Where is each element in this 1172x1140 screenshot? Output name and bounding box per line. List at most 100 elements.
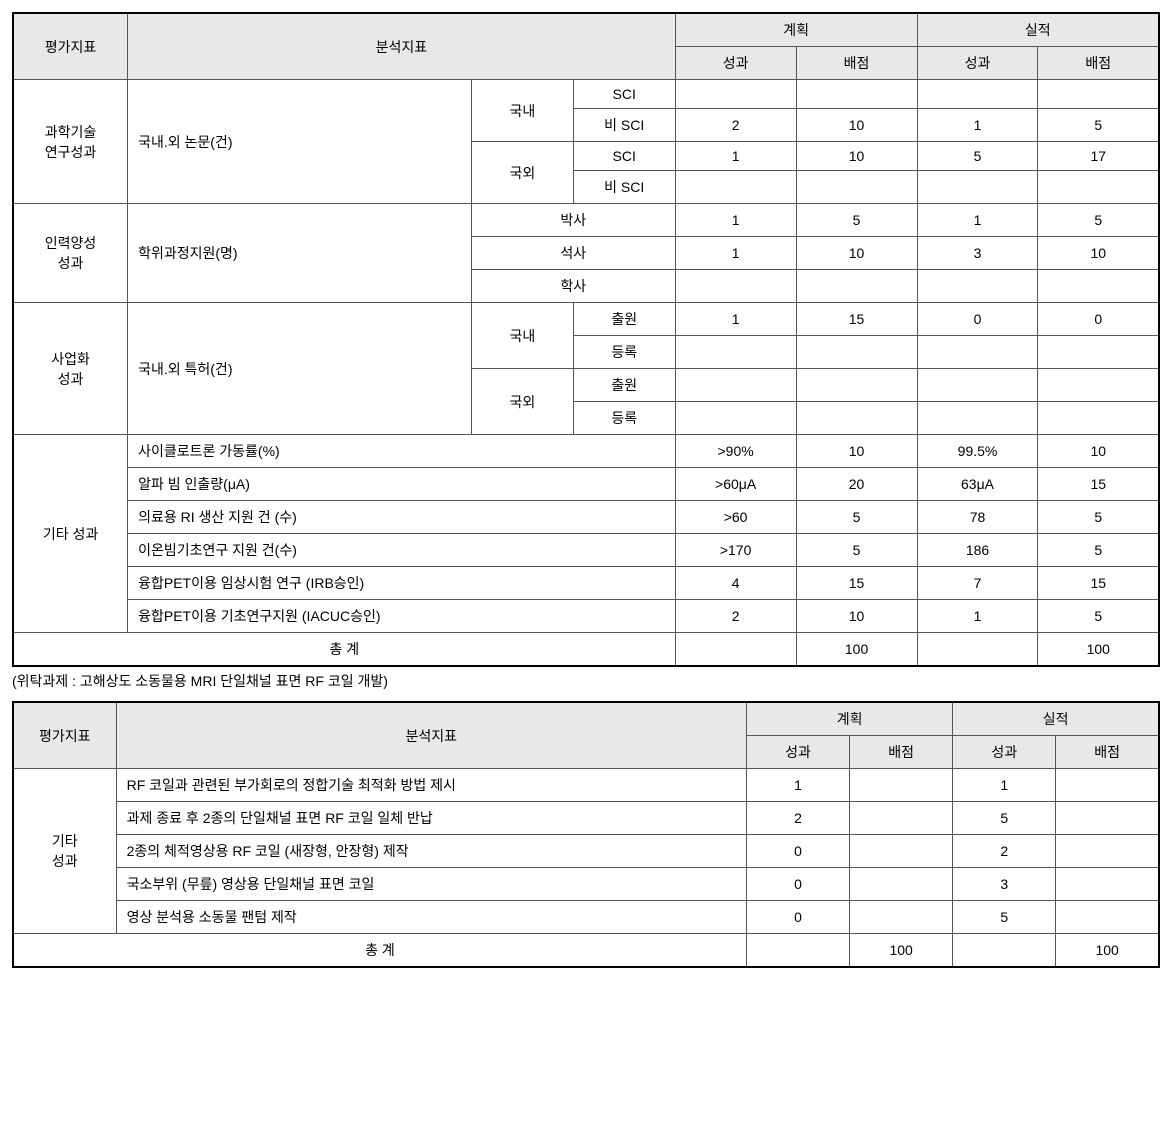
cell-value bbox=[850, 769, 953, 802]
cell-value bbox=[675, 171, 796, 204]
cell-value: 2 bbox=[746, 802, 849, 835]
header-plan-score: 배점 bbox=[796, 47, 917, 80]
cell-value bbox=[675, 402, 796, 435]
cell-value: 100 bbox=[796, 633, 917, 667]
group1-label: 과학기술 연구성과 bbox=[13, 80, 128, 204]
cell-label: 영상 분석용 소동물 팬텀 제작 bbox=[116, 901, 746, 934]
header-actual-perf: 성과 bbox=[917, 47, 1038, 80]
header-actual: 실적 bbox=[917, 13, 1159, 47]
cell-value bbox=[1038, 171, 1159, 204]
header-actual-score: 배점 bbox=[1056, 736, 1159, 769]
cell-value: 15 bbox=[1038, 567, 1159, 600]
cell-value: 100 bbox=[1038, 633, 1159, 667]
total-row: 총 계 100 100 bbox=[13, 934, 1159, 968]
cell-value: 0 bbox=[746, 901, 849, 934]
cell-value: 2 bbox=[953, 835, 1056, 868]
cell-value bbox=[796, 402, 917, 435]
cell-value bbox=[1056, 769, 1159, 802]
cell-foreign: 국외 bbox=[471, 142, 573, 204]
cell-value bbox=[675, 369, 796, 402]
group2-analysis: 학위과정지원(명) bbox=[128, 204, 472, 303]
header-plan-score: 배점 bbox=[850, 736, 953, 769]
cell-value bbox=[1056, 868, 1159, 901]
table-row: 기타 성과 사이클로트론 가동률(%) >90% 10 99.5% 10 bbox=[13, 435, 1159, 468]
cell-value: >60μA bbox=[675, 468, 796, 501]
header-plan-perf: 성과 bbox=[675, 47, 796, 80]
cell-nonsci: 비 SCI bbox=[573, 109, 675, 142]
cell-register: 등록 bbox=[573, 402, 675, 435]
cell-value: 20 bbox=[796, 468, 917, 501]
cell-value bbox=[796, 369, 917, 402]
cell-value bbox=[796, 171, 917, 204]
table-row: 과학기술 연구성과 국내.외 논문(건) 국내 SCI bbox=[13, 80, 1159, 109]
cell-value: 15 bbox=[796, 303, 917, 336]
cell-value: 99.5% bbox=[917, 435, 1038, 468]
cell-sci: SCI bbox=[573, 142, 675, 171]
evaluation-table-2: 평가지표 분석지표 계획 실적 성과 배점 성과 배점 기타 성과 RF 코일과… bbox=[12, 701, 1160, 968]
cell-value bbox=[675, 633, 796, 667]
cell-label: 국소부위 (무릎) 영상용 단일채널 표면 코일 bbox=[116, 868, 746, 901]
cell-label: 알파 빔 인출량(μA) bbox=[128, 468, 676, 501]
cell-value: 10 bbox=[1038, 435, 1159, 468]
cell-value: 5 bbox=[796, 534, 917, 567]
header-plan-perf: 성과 bbox=[746, 736, 849, 769]
cell-value: 5 bbox=[953, 901, 1056, 934]
cell-value: 4 bbox=[675, 567, 796, 600]
cell-value: 78 bbox=[917, 501, 1038, 534]
cell-value: 1 bbox=[917, 109, 1038, 142]
total-row: 총 계 100 100 bbox=[13, 633, 1159, 667]
cell-value bbox=[1056, 901, 1159, 934]
cell-value: 10 bbox=[796, 109, 917, 142]
table-row: 이온빔기초연구 지원 건(수) >170 5 186 5 bbox=[13, 534, 1159, 567]
cell-value: 3 bbox=[917, 237, 1038, 270]
cell-domestic: 국내 bbox=[471, 303, 573, 369]
cell-value bbox=[796, 80, 917, 109]
cell-value bbox=[917, 80, 1038, 109]
cell-foreign: 국외 bbox=[471, 369, 573, 435]
cell-value bbox=[953, 934, 1056, 968]
cell-value: 7 bbox=[917, 567, 1038, 600]
header-eval: 평가지표 bbox=[13, 702, 116, 769]
table-row: 융합PET이용 임상시험 연구 (IRB승인) 4 15 7 15 bbox=[13, 567, 1159, 600]
cell-value: 2 bbox=[675, 600, 796, 633]
cell-value bbox=[917, 336, 1038, 369]
cell-value bbox=[675, 80, 796, 109]
cell-value: 0 bbox=[917, 303, 1038, 336]
cell-ms: 석사 bbox=[471, 237, 675, 270]
header-analysis: 분석지표 bbox=[116, 702, 746, 769]
group4-label: 기타 성과 bbox=[13, 435, 128, 633]
cell-label: 과제 종료 후 2종의 단일채널 표면 RF 코일 일체 반납 bbox=[116, 802, 746, 835]
cell-value: 1 bbox=[675, 142, 796, 171]
group3-label: 사업화 성과 bbox=[13, 303, 128, 435]
cell-label: RF 코일과 관련된 부가회로의 정합기술 최적화 방법 제시 bbox=[116, 769, 746, 802]
cell-value: 5 bbox=[796, 501, 917, 534]
cell-value: 1 bbox=[675, 237, 796, 270]
group-label: 기타 성과 bbox=[13, 769, 116, 934]
cell-value: 10 bbox=[796, 237, 917, 270]
cell-value: 5 bbox=[1038, 501, 1159, 534]
cell-value: 10 bbox=[796, 600, 917, 633]
cell-value: 1 bbox=[675, 204, 796, 237]
table-row: 융합PET이용 기초연구지원 (IACUC승인) 2 10 1 5 bbox=[13, 600, 1159, 633]
cell-value: 5 bbox=[1038, 109, 1159, 142]
cell-value: 17 bbox=[1038, 142, 1159, 171]
cell-value bbox=[1038, 402, 1159, 435]
cell-value bbox=[917, 270, 1038, 303]
cell-value bbox=[796, 270, 917, 303]
cell-label: 융합PET이용 기초연구지원 (IACUC승인) bbox=[128, 600, 676, 633]
cell-value: 5 bbox=[796, 204, 917, 237]
cell-value: 0 bbox=[746, 868, 849, 901]
cell-value bbox=[1038, 369, 1159, 402]
cell-register: 등록 bbox=[573, 336, 675, 369]
cell-value bbox=[746, 934, 849, 968]
total-label: 총 계 bbox=[13, 633, 675, 667]
cell-value bbox=[850, 868, 953, 901]
cell-value: 1 bbox=[746, 769, 849, 802]
cell-value bbox=[1038, 80, 1159, 109]
table-row: 기타 성과 RF 코일과 관련된 부가회로의 정합기술 최적화 방법 제시 1 … bbox=[13, 769, 1159, 802]
cell-value: 5 bbox=[953, 802, 1056, 835]
cell-value: 100 bbox=[850, 934, 953, 968]
cell-value bbox=[675, 270, 796, 303]
cell-value bbox=[675, 336, 796, 369]
cell-value: 0 bbox=[746, 835, 849, 868]
